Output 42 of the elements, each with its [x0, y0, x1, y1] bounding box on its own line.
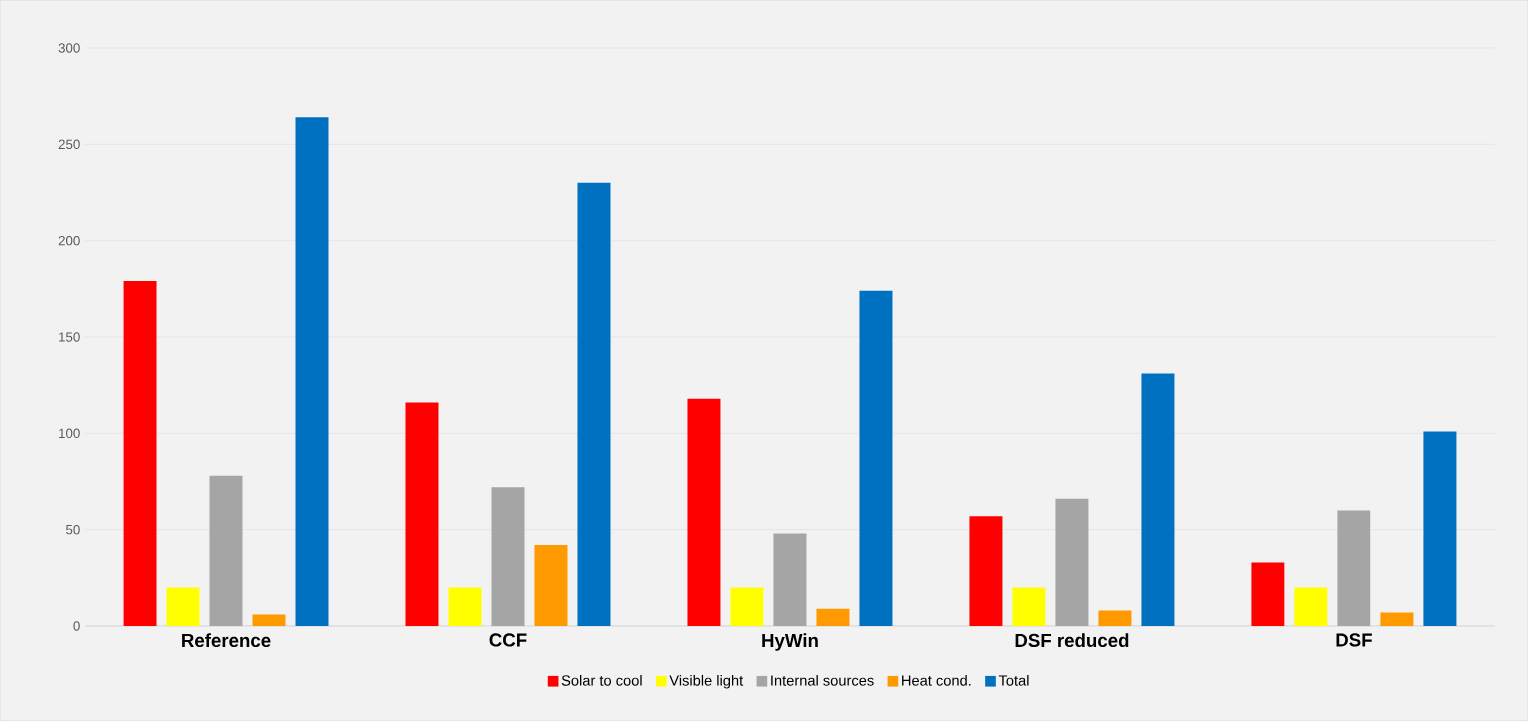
bar [1423, 431, 1457, 626]
bar [209, 475, 243, 626]
bar [816, 608, 850, 626]
bar [730, 587, 764, 626]
bar [534, 545, 568, 626]
bar [1251, 562, 1285, 626]
bar [1012, 587, 1046, 626]
x-tick-label: HyWin [762, 633, 818, 651]
bar [687, 398, 721, 626]
y-tick-label: 200 [58, 235, 80, 246]
y-tick-label: 250 [58, 139, 80, 150]
y-tick-label: 50 [66, 524, 80, 535]
bar [1380, 612, 1414, 626]
bar [859, 290, 893, 626]
bar [252, 614, 286, 626]
legend-label: Visible light [669, 674, 744, 689]
x-tick-label: Reference [182, 633, 271, 648]
x-tick-label: DSF [1336, 633, 1372, 647]
bar [1098, 610, 1132, 626]
bar [969, 516, 1003, 626]
bar [577, 182, 611, 626]
x-tick-label: CCF [489, 633, 527, 647]
legend-label: Solar to cool [561, 674, 642, 686]
bar [123, 281, 157, 626]
bar [773, 533, 807, 626]
legend-label: Total [998, 674, 1029, 686]
y-tick-label: 150 [59, 332, 80, 342]
x-tick-label: DSF reduced [1015, 633, 1129, 648]
legend-label: Heat cond. [902, 674, 971, 686]
bar [1141, 373, 1175, 626]
y-tick-label: 300 [58, 43, 80, 53]
bar [295, 117, 329, 626]
bar [1055, 498, 1089, 626]
bar [448, 587, 482, 626]
bar [166, 587, 200, 626]
bar [1337, 510, 1371, 626]
y-tick-label: 100 [59, 428, 80, 439]
bar [1294, 587, 1328, 626]
legend-label: Internal sources [771, 674, 874, 686]
bar [405, 402, 439, 626]
bar [491, 487, 525, 626]
y-tick-label: 0 [73, 621, 80, 631]
